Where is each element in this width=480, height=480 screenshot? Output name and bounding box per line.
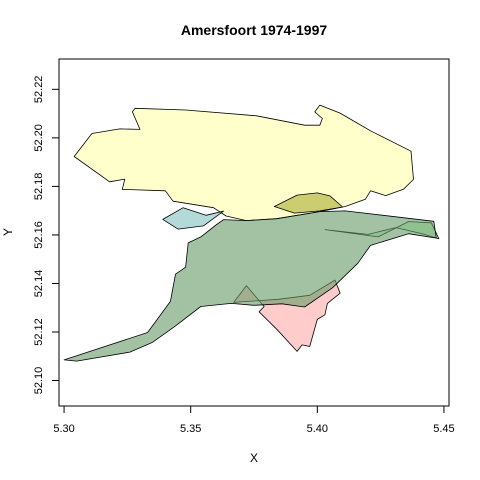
x-axis: 5.30 5.35 5.40 5.45 xyxy=(53,406,455,435)
y-axis-label: Y xyxy=(1,228,15,236)
district-polygon-6 xyxy=(273,192,344,214)
plot-frame xyxy=(58,58,450,407)
y-tick-label: 52.22 xyxy=(33,76,45,104)
y-tick-label: 52.14 xyxy=(33,270,45,298)
x-tick-label: 5.40 xyxy=(307,423,328,435)
y-tick-label: 52.16 xyxy=(33,221,45,249)
district-polygon-4 xyxy=(162,207,225,230)
x-tick-label: 5.35 xyxy=(180,423,201,435)
y-tick-label: 52.10 xyxy=(33,367,45,395)
chart-title: Amersfoort 1974-1997 xyxy=(181,22,328,38)
y-tick-label: 52.18 xyxy=(33,173,45,201)
y-tick-label: 52.20 xyxy=(33,124,45,152)
x-axis-label: X xyxy=(250,451,258,465)
y-tick-label: 52.12 xyxy=(33,318,45,346)
x-tick-label: 5.45 xyxy=(433,423,454,435)
district-polygons xyxy=(63,104,440,362)
y-axis: 52.10 52.12 52.14 52.16 52.18 52.20 52.22 xyxy=(33,76,59,395)
district-polygon-5 xyxy=(63,210,437,362)
district-polygon-1 xyxy=(73,104,414,222)
x-tick-label: 5.30 xyxy=(53,423,74,435)
